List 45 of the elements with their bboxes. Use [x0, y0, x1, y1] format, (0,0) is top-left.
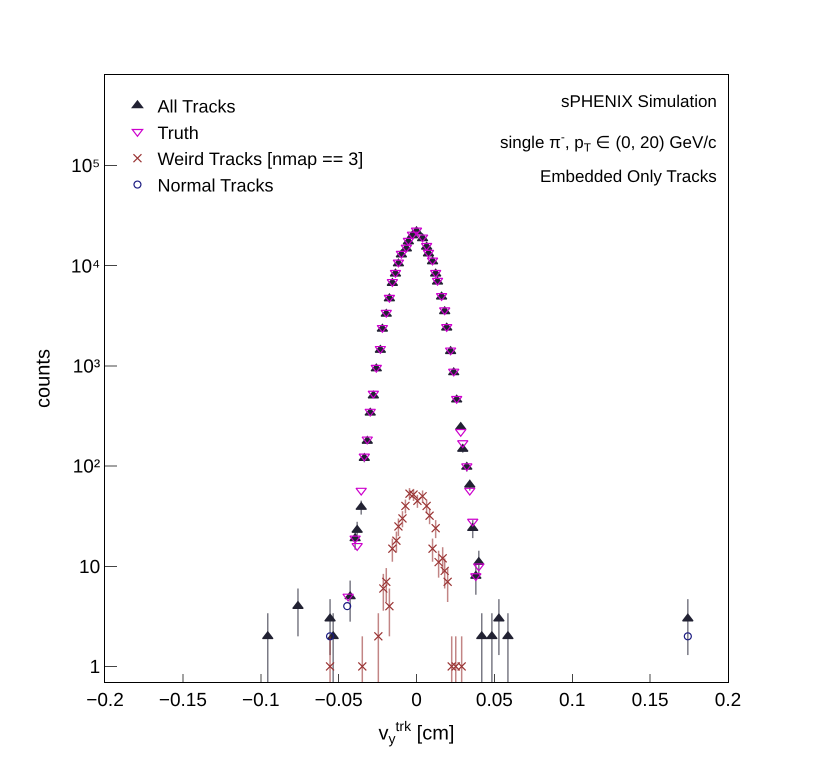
- x-tick-label: 0.1: [559, 690, 586, 711]
- point: [378, 584, 388, 594]
- point: [398, 514, 408, 524]
- point: [493, 614, 505, 622]
- point: [438, 554, 448, 563]
- point: [502, 631, 514, 640]
- legend-label: Weird Tracks [nmap == 3]: [157, 149, 364, 170]
- point: [343, 602, 352, 610]
- x-tick-label: −0.15: [158, 690, 207, 711]
- annotation: Embedded Only Tracks: [540, 167, 717, 186]
- annotation: single π$^{-}$, p$_{T}$ ∈ (0, 20) GeV/c: [500, 130, 718, 155]
- y-axis-title: counts: [32, 349, 54, 408]
- legend-label: All Tracks: [157, 96, 236, 116]
- point: [392, 536, 402, 546]
- legend-label: Normal Tracks: [157, 176, 274, 196]
- x-tick-label: −0.2: [86, 690, 124, 711]
- point: [434, 558, 444, 567]
- x-tick-label: 0.05: [476, 690, 513, 711]
- y-tick-label: 10⁵: [71, 156, 100, 178]
- point: [684, 632, 692, 640]
- point: [470, 573, 482, 582]
- point: [473, 563, 485, 572]
- point: [351, 542, 363, 551]
- y-tick-label: 10: [79, 556, 100, 578]
- x-tick-label: 0: [411, 690, 422, 711]
- y-tick-label: 10³: [72, 356, 100, 378]
- x-tick-label: −0.05: [314, 690, 363, 711]
- point: [324, 614, 336, 622]
- x-tick-label: −0.1: [242, 690, 280, 711]
- x-tick-label: 0.15: [632, 690, 669, 711]
- point: [358, 662, 367, 672]
- legend-label: Truth: [157, 122, 199, 143]
- y-tick-label: 10²: [72, 456, 100, 478]
- point: [325, 662, 335, 672]
- point: [486, 631, 498, 640]
- annotation: sPHENIX Simulation: [561, 92, 717, 111]
- x-axis-title: v$_{y}$$^{trk}$ [cm]: [378, 718, 454, 746]
- point: [351, 524, 363, 533]
- point: [431, 524, 440, 533]
- point: [682, 614, 694, 622]
- point: [374, 632, 383, 641]
- y-tick-label: 1: [90, 657, 100, 678]
- point: [326, 632, 334, 640]
- x-tick-label: 0.2: [714, 690, 742, 711]
- y-tick-label: 10⁴: [70, 256, 100, 278]
